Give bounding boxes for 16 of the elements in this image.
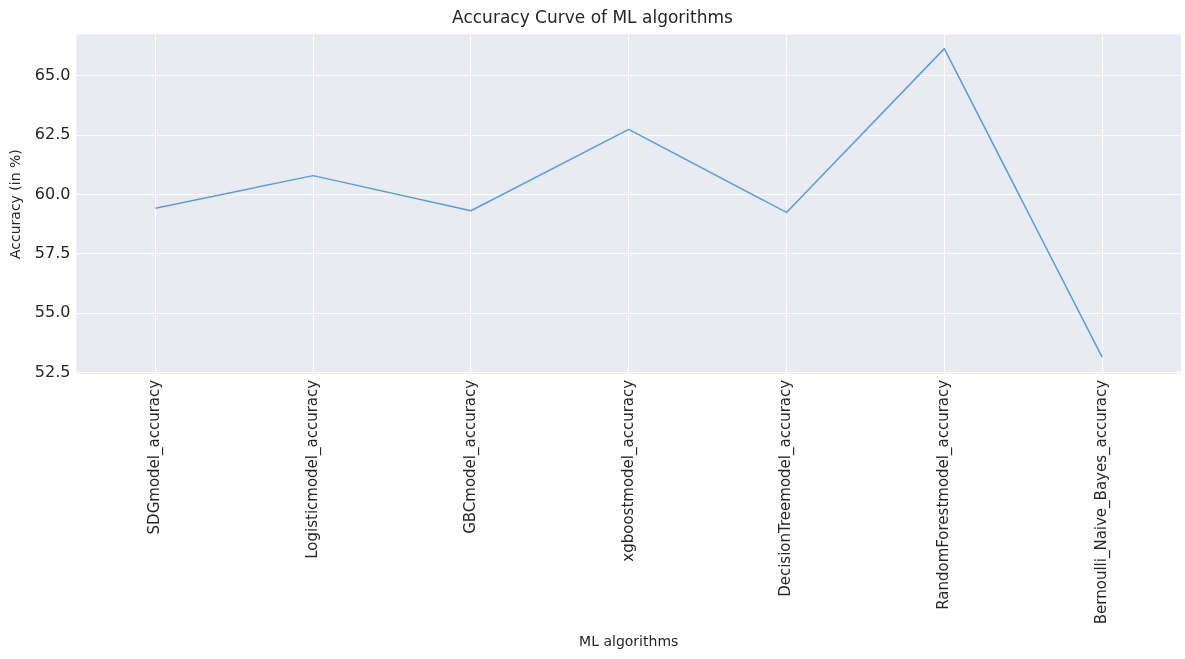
x-tick-label: RandomForestmodel_accuracy xyxy=(934,379,954,610)
y-tick-label: 52.5 xyxy=(34,361,71,381)
y-tick-label: 55.0 xyxy=(34,302,71,322)
x-tick-label: Logisticmodel_accuracy xyxy=(303,379,323,559)
x-tick-label: DecisionTreemodel_accuracy xyxy=(776,379,796,597)
y-tick-label: 60.0 xyxy=(34,183,71,203)
x-axis-title: ML algorithms xyxy=(579,633,679,650)
y-axis-title: Accuracy (in %) xyxy=(7,149,24,260)
x-tick-label: SDGmodel_accuracy xyxy=(145,379,165,535)
x-tick-label: GBCmodel_accuracy xyxy=(460,379,480,534)
x-tick-label: Bernoulli_Naive_Bayes_accuracy xyxy=(1091,379,1111,625)
x-tick-label: xgboostmodel_accuracy xyxy=(618,379,638,562)
y-tick-label: 62.5 xyxy=(34,124,71,144)
y-tick-label: 57.5 xyxy=(34,243,71,263)
chart-title: Accuracy Curve of ML algorithms xyxy=(452,6,734,27)
y-tick-label: 65.0 xyxy=(34,65,71,85)
